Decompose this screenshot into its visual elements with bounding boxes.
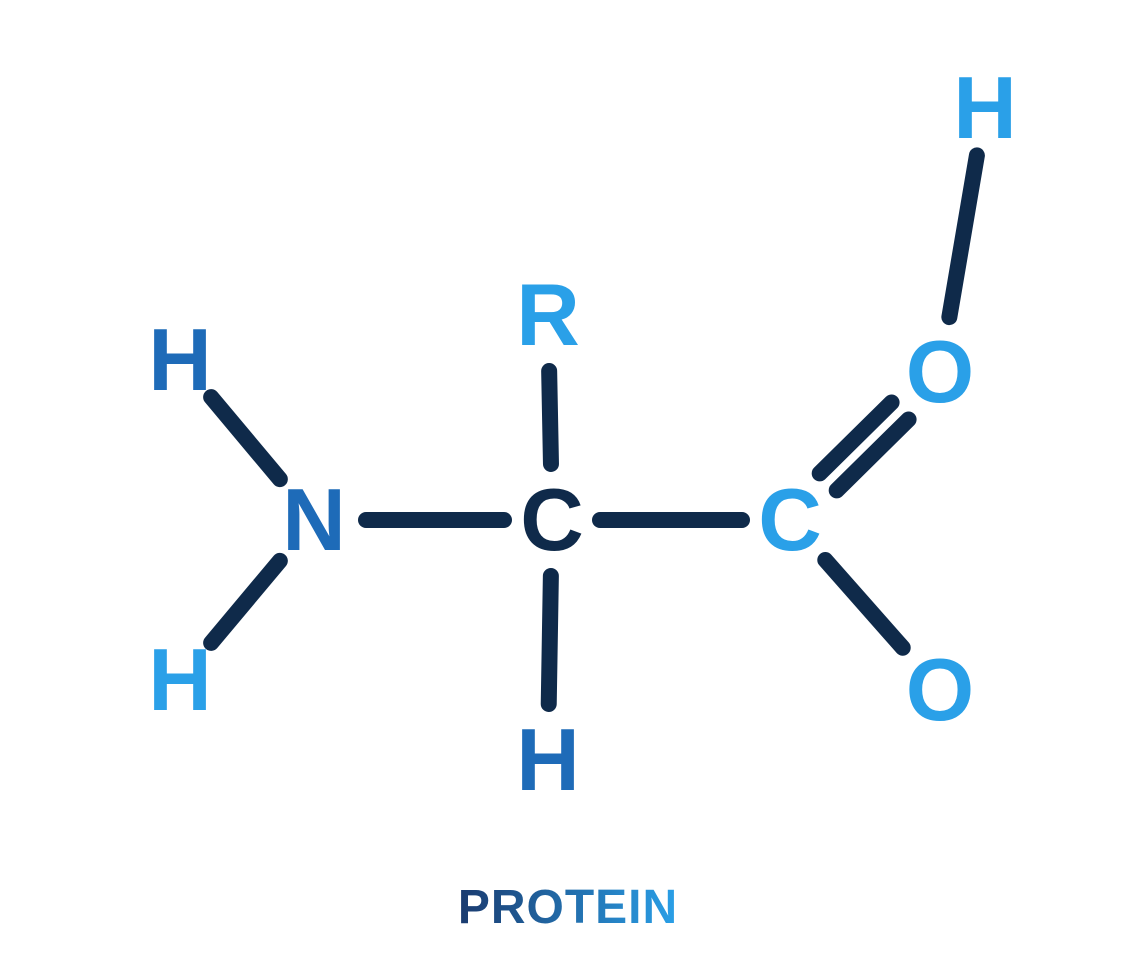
atom-h-top-right: H: [953, 64, 1017, 152]
molecule-diagram: H H R O N C C H O H PROTEIN: [0, 0, 1136, 980]
diagram-title: PROTEIN: [458, 880, 678, 935]
atom-h-bottom-left: H: [148, 636, 212, 724]
bond-line: [541, 568, 559, 712]
atom-o-upper: O: [906, 328, 974, 416]
atom-h-bottom-center: H: [516, 716, 580, 804]
atom-n-left: N: [282, 476, 346, 564]
atom-o-lower: O: [906, 646, 974, 734]
bond-line: [814, 549, 914, 659]
atom-c-right: C: [758, 476, 822, 564]
bond-line: [358, 512, 512, 528]
bond-line: [592, 512, 750, 528]
atom-r-center-top: R: [516, 271, 580, 359]
bond-line: [200, 550, 291, 654]
bond-line: [200, 386, 291, 490]
atom-c-center: C: [520, 476, 584, 564]
bond-line: [940, 146, 986, 326]
bond-line: [541, 363, 559, 472]
atom-h-top-left: H: [148, 316, 212, 404]
